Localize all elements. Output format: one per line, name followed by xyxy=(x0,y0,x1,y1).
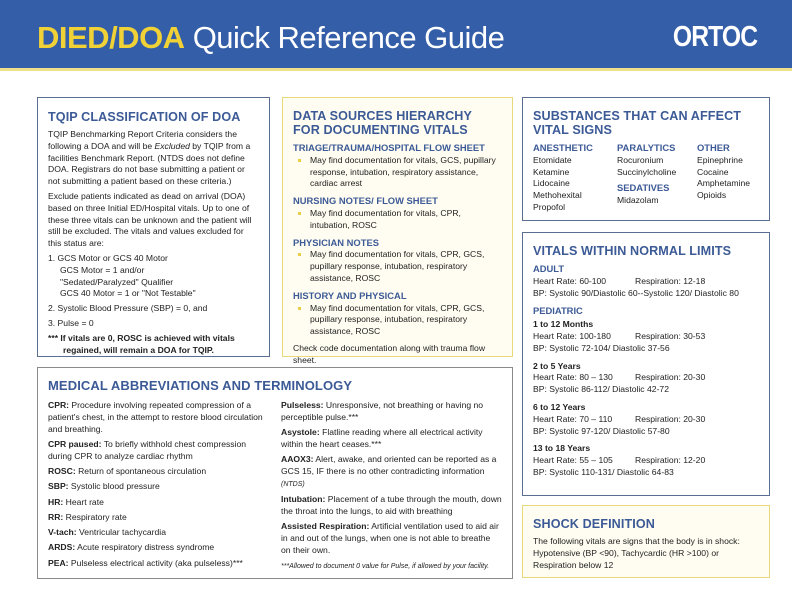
tqip-item-3: 3. Pulse = 0 xyxy=(48,317,94,328)
data-sources-panel: DATA SOURCES HIERARCHY FOR DOCUMENTING V… xyxy=(282,97,513,365)
section-heading: ADULT xyxy=(533,263,565,274)
panel-title: DATA SOURCES HIERARCHY FOR DOCUMENTING V… xyxy=(293,109,472,137)
term-definition: Assisted Respiration: Artificial ventila… xyxy=(281,521,499,555)
term-definition: AAOX3: Alert, awake, and oriented can be… xyxy=(281,454,497,488)
header-banner: DIED/DOA Quick Reference Guide ORTOC xyxy=(0,0,792,71)
panel-title: TQIP CLASSIFICATION OF DOA xyxy=(48,110,241,124)
term-definition: PEA: Pulseless electrical activity (aka … xyxy=(48,557,243,568)
abbr-left-column: CPR: Procedure involving repeated compre… xyxy=(48,400,269,576)
tqip-item-2: 2. Systolic Blood Pressure (SBP) = 0, an… xyxy=(48,303,208,314)
tqip-paragraph-1: TQIP Benchmarking Report Criteria consid… xyxy=(48,129,251,187)
tqip-item-1: 1. GCS Motor or GCS 40 Motor GCS Motor =… xyxy=(48,252,196,299)
footnote: ***Allowed to document 0 value for Pulse… xyxy=(281,562,490,570)
vitals-group: 6 to 12 Years Heart Rate: 70 – 110 Respira… xyxy=(533,401,706,436)
tqip-paragraph-2: Exclude patients indicated as dead on ar… xyxy=(48,190,252,249)
section-heading: PHYSICIAN NOTES xyxy=(293,236,379,248)
vitals-group: 13 to 18 Years Heart Rate: 55 – 105 Respir… xyxy=(533,443,706,477)
paralytics-column: PARALYTICS Rocuronium Succinylcholine SED… xyxy=(617,142,677,206)
term-definition: ARDS: Acute respiratory distress syndrom… xyxy=(48,542,215,553)
term-definition: HR: Heart rate xyxy=(48,496,104,507)
other-column: OTHER Epinephrine Cocaine Amphetamine Opioi… xyxy=(697,142,751,201)
vitals-panel: VITALS WITHIN NORMAL LIMITS ADULT Heart … xyxy=(522,232,770,496)
page-title: DIED/DOA Quick Reference Guide xyxy=(37,20,505,55)
panel-title: SUBSTANCES THAT CAN AFFECT VITAL SIGNS xyxy=(533,109,742,137)
bullet-item: May find documentation for vitals, CPR, … xyxy=(293,208,502,232)
term-definition: CPR: Procedure involving repeated compre… xyxy=(48,400,263,434)
abbreviations-panel: MEDICAL ABBREVIATIONS AND TERMINOLOGY CP… xyxy=(37,367,513,579)
vitals-group: 1 to 12 Months Heart Rate: 100-180 Respira… xyxy=(533,319,706,353)
ortoc-logo: ORTOC xyxy=(672,21,758,53)
bullet-item: May find documentation for vitals, GCS, … xyxy=(293,155,502,190)
term-definition: RR: Respiratory rate xyxy=(48,511,127,522)
shock-text: The following vitals are signs that the … xyxy=(533,536,740,570)
term-definition: ROSC: Return of spontaneous circulation xyxy=(48,465,207,476)
term-definition: Pulseless: Unresponsive, not breathing o… xyxy=(281,400,484,422)
anesthetic-column: ANESTHETIC Etomidate Ketamine Lidocaine Met… xyxy=(533,142,593,212)
section-heading: HISTORY AND PHYSICAL xyxy=(293,289,407,301)
vitals-group: 2 to 5 Years Heart Rate: 80 – 130 Respirat… xyxy=(533,360,706,395)
bullet-item: May find documentation for vitals, CPR, … xyxy=(293,303,502,338)
abbr-right-column: Pulseless: Unresponsive, not breathing o… xyxy=(281,400,502,576)
section-heading: TRIAGE/TRAUMA/HOSPITAL FLOW SHEET xyxy=(293,142,485,153)
panel-title: VITALS WITHIN NORMAL LIMITS xyxy=(533,244,732,258)
tqip-classification-panel: TQIP CLASSIFICATION OF DOA TQIP Benchmar… xyxy=(37,97,270,357)
term-definition: Asystole: Flatline reading where all ele… xyxy=(281,427,483,449)
term-definition: V-tach: Ventricular tachycardia xyxy=(48,527,166,538)
section-heading: PEDIATRIC xyxy=(533,305,583,317)
term-definition: CPR paused: To briefly withhold chest co… xyxy=(48,438,247,461)
sources-footer: Check code documentation along with trau… xyxy=(293,342,486,365)
shock-definition-panel: SHOCK DEFINITION The following vitals ar… xyxy=(522,505,770,578)
term-definition: Intubation: Placement of a tube through … xyxy=(281,494,502,516)
panel-title: MEDICAL ABBREVIATIONS AND TERMINOLOGY xyxy=(48,378,353,393)
substances-panel: SUBSTANCES THAT CAN AFFECT VITAL SIGNS A… xyxy=(522,97,770,221)
term-definition: SBP: Systolic blood pressure xyxy=(48,481,160,492)
panel-title: SHOCK DEFINITION xyxy=(533,517,655,531)
bullet-item: May find documentation for vitals, CPR, … xyxy=(293,249,502,284)
tqip-note: *** If vitals are 0, ROSC is achieved wi… xyxy=(48,332,235,355)
section-heading: NURSING NOTES/ FLOW SHEET xyxy=(293,195,438,207)
